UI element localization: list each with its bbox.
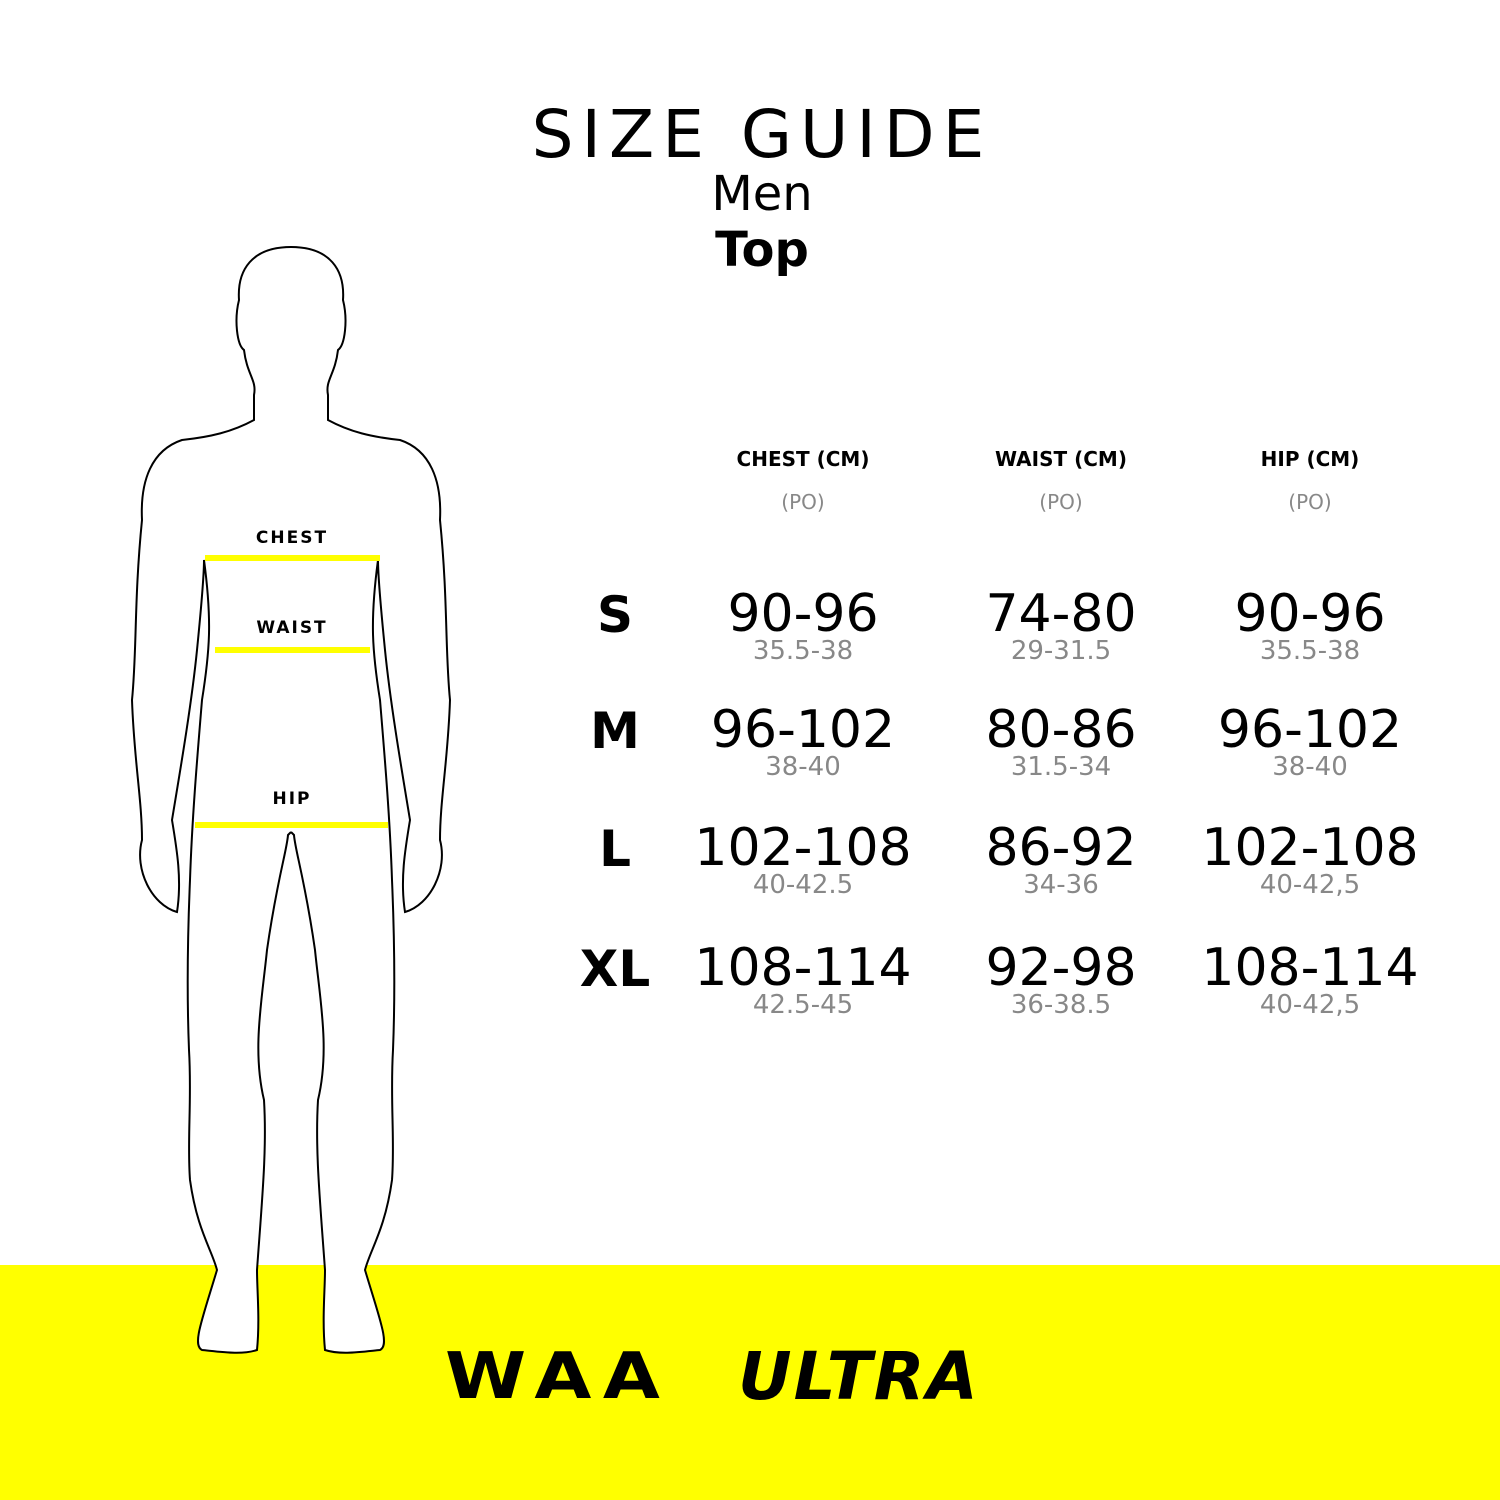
chest-label: CHEST: [255, 528, 329, 548]
cell-cm: 90-96: [1234, 584, 1386, 644]
size-label: M: [590, 702, 640, 760]
gender-label: Men: [711, 166, 813, 222]
cell-cm: 92-98: [985, 938, 1137, 998]
cell-inch: 35.5-38: [752, 636, 854, 666]
waist-label: WAIST: [256, 618, 328, 638]
cell-cm: 102-108: [1201, 818, 1419, 878]
cell-inch: 40-42.5: [752, 870, 854, 900]
cell-inch: 40-42,5: [1259, 990, 1361, 1020]
cell-inch: 29-31.5: [1010, 636, 1112, 666]
cell-cm: 96-102: [710, 700, 896, 760]
hip-label: HIP: [272, 789, 312, 809]
cell-inch: 38-40: [765, 752, 841, 782]
cell-inch: 38-40: [1272, 752, 1348, 782]
column-unit-chest: (PO): [781, 490, 825, 514]
cell-cm: 102-108: [694, 818, 912, 878]
size-label: XL: [579, 940, 651, 998]
cell-inch: 35.5-38: [1259, 636, 1361, 666]
cell-cm: 86-92: [985, 818, 1137, 878]
column-unit-hip: (PO): [1288, 490, 1332, 514]
size-label: S: [596, 586, 634, 644]
category-label: Top: [715, 222, 809, 278]
brand-wordmark: ULTRA: [738, 1338, 980, 1415]
cell-inch: 40-42,5: [1259, 870, 1361, 900]
cell-cm: 74-80: [985, 584, 1137, 644]
cell-inch: 34-36: [1023, 870, 1099, 900]
body-figure: [131, 246, 451, 1354]
cell-cm: 96-102: [1217, 700, 1403, 760]
cell-cm: 108-114: [694, 938, 912, 998]
page-title: SIZE GUIDE: [531, 96, 993, 173]
cell-cm: 90-96: [727, 584, 879, 644]
column-header-chest: CHEST (CM): [736, 447, 870, 471]
cell-inch: 31.5-34: [1010, 752, 1112, 782]
column-header-hip: HIP (CM): [1260, 447, 1360, 471]
column-unit-waist: (PO): [1039, 490, 1083, 514]
brand-logo-mark: WAA: [445, 1340, 672, 1414]
cell-inch: 42.5-45: [752, 990, 854, 1020]
cell-inch: 36-38.5: [1010, 990, 1112, 1020]
column-header-waist: WAIST (CM): [995, 447, 1127, 471]
cell-cm: 108-114: [1201, 938, 1419, 998]
cell-cm: 80-86: [985, 700, 1137, 760]
size-label: L: [599, 820, 631, 878]
